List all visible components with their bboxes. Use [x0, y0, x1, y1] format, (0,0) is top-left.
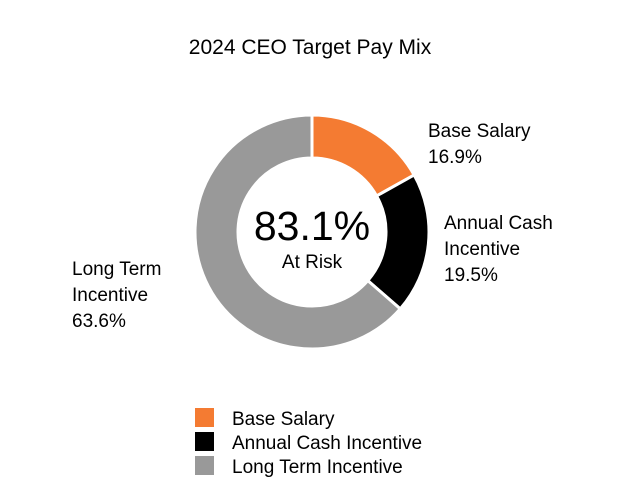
slice-value-label: 19.5%: [444, 265, 498, 286]
legend-label-base-salary: Base Salary: [232, 409, 335, 430]
legend-label-long-term-incentive: Long Term Incentive: [232, 457, 403, 478]
donut: [193, 113, 431, 351]
slice-name-label: Long Term: [72, 259, 161, 280]
chart-title: 2024 CEO Target Pay Mix: [189, 36, 432, 59]
slice-name-label: Incentive: [444, 239, 520, 260]
legend-swatch-annual-cash-incentive: [195, 432, 214, 451]
slice-long-term-incentive: [193, 113, 403, 351]
slice-label-annual-cash-incentive: Annual Cash Incentive 19.5%: [444, 213, 553, 286]
legend: Base Salary Annual Cash Incentive Long Ter…: [195, 408, 422, 478]
slice-name-label: Annual Cash: [444, 213, 553, 234]
slice-value-label: 16.9%: [428, 147, 482, 168]
center-label: At Risk: [282, 252, 343, 273]
slice-label-base-salary: Base Salary 16.9%: [428, 121, 531, 168]
legend-swatch-base-salary: [195, 408, 214, 427]
legend-swatch-long-term-incentive: [195, 456, 214, 475]
slice-name-label: Incentive: [72, 285, 148, 306]
slice-labels: Base Salary 16.9% Annual Cash Incentive 19.5…: [72, 121, 553, 332]
legend-label-annual-cash-incentive: Annual Cash Incentive: [232, 433, 422, 454]
center-value: 83.1%: [254, 203, 370, 249]
slice-name-label: Base Salary: [428, 121, 531, 142]
slice-value-label: 63.6%: [72, 311, 126, 332]
slice-label-long-term-incentive: Long Term Incentive 63.6%: [72, 259, 161, 332]
